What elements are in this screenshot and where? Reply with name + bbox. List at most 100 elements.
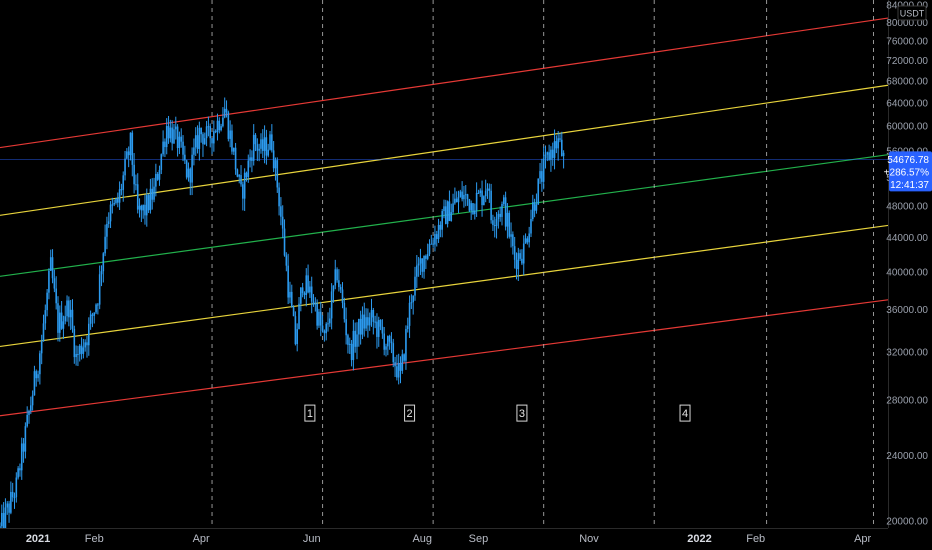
candle-241: [435, 230, 438, 247]
candle-12: [20, 437, 23, 480]
candle-169: [305, 268, 308, 307]
candle-196: [354, 322, 356, 353]
candle-90: [162, 130, 164, 157]
candle-37: [66, 295, 68, 322]
candle-40: [71, 299, 74, 333]
candle-175: [316, 299, 318, 330]
candle-235: [425, 254, 427, 270]
candle-163: [294, 311, 297, 346]
candle-249: [450, 203, 453, 222]
x-tick-8: Feb: [746, 533, 765, 545]
candle-104: [187, 162, 190, 182]
candle-155: [280, 197, 282, 226]
candle-22: [39, 350, 41, 385]
candle-200: [361, 306, 364, 340]
x-tick-6: Nov: [579, 533, 599, 545]
candle-210: [379, 319, 382, 331]
candle-92: [165, 118, 168, 155]
candle-13: [22, 438, 25, 463]
candle-244: [441, 208, 443, 238]
candle-165: [298, 297, 300, 330]
candle-34: [60, 301, 63, 330]
candle-209: [377, 316, 380, 347]
candle-153: [276, 157, 279, 193]
candle-233: [421, 258, 424, 278]
y-tick-12: 36000.00: [886, 305, 928, 316]
candle-30: [53, 269, 56, 293]
candle-27: [48, 268, 50, 300]
candle-248: [448, 190, 451, 222]
candle-79: [142, 204, 144, 219]
candle-266: [481, 180, 483, 217]
candle-281: [508, 210, 511, 239]
annotation-label: 1: [307, 408, 313, 420]
candle-106: [191, 147, 193, 196]
candle-121: [218, 117, 221, 134]
candle-144: [260, 133, 262, 154]
candle-212: [383, 326, 385, 356]
candle-270: [488, 183, 491, 203]
y-tick-3: 72000.00: [886, 56, 928, 67]
candle-180: [325, 322, 328, 341]
candle-145: [261, 129, 264, 159]
candle-76: [136, 173, 139, 214]
candle-35: [62, 315, 65, 340]
candle-126: [227, 110, 230, 142]
annotation-2[interactable]: 2: [404, 404, 416, 422]
annotation-3[interactable]: 3: [516, 404, 528, 422]
candle-268: [484, 179, 487, 203]
candle-172: [310, 276, 313, 314]
unit-label[interactable]: USDT: [897, 5, 927, 21]
y-tick-1: 80000.00: [886, 18, 928, 29]
candle-219: [396, 354, 398, 381]
x-tick-3: Jun: [303, 533, 321, 545]
candle-159: [287, 253, 289, 305]
candle-51: [91, 312, 94, 328]
candle-251: [454, 187, 456, 205]
candle-15: [26, 406, 28, 428]
candle-245: [443, 199, 445, 219]
candle-228: [412, 295, 414, 315]
candle-33: [59, 305, 61, 342]
candle-156: [281, 205, 284, 239]
candle-133: [240, 165, 242, 187]
candle-122: [220, 123, 222, 132]
candle-285: [515, 252, 518, 280]
candle-218: [394, 356, 396, 377]
candle-53: [95, 303, 97, 315]
annotation-label: 3: [519, 408, 525, 420]
candle-186: [336, 267, 338, 283]
time-axis[interactable]: 2021 Feb Apr Jun Aug Sep Nov 2022 Feb Apr: [0, 528, 932, 550]
candle-214: [387, 335, 389, 356]
candle-91: [164, 138, 166, 158]
candle-5: [8, 500, 10, 523]
candle-88: [158, 165, 161, 186]
candle-305: [551, 142, 554, 166]
annotation-4[interactable]: 4: [679, 404, 691, 422]
annotation-1[interactable]: 1: [304, 404, 316, 422]
price-axis[interactable]: 84000.0080000.0076000.0072000.0068000.00…: [886, 0, 932, 528]
x-tick-4: Aug: [412, 533, 432, 545]
y-tick-2: 76000.00: [886, 36, 928, 47]
candle-135: [243, 168, 246, 211]
candle-185: [334, 259, 337, 290]
candle-213: [385, 343, 387, 357]
candle-259: [468, 198, 471, 212]
candle-293: [530, 209, 532, 238]
candle-57: [102, 252, 105, 283]
candle-301: [544, 145, 547, 169]
candle-298: [539, 163, 541, 184]
bar-countdown: 12:41:37: [890, 180, 929, 191]
candle-239: [432, 237, 434, 248]
candle-207: [374, 315, 376, 329]
price-axis-bg: [888, 0, 932, 528]
candle-14: [24, 422, 27, 459]
candle-50: [89, 310, 92, 330]
candle-123: [222, 107, 224, 128]
candle-263: [475, 182, 478, 217]
candle-302: [546, 151, 549, 162]
candle-189: [341, 282, 344, 309]
candle-294: [532, 194, 534, 222]
candle-254: [459, 189, 462, 198]
